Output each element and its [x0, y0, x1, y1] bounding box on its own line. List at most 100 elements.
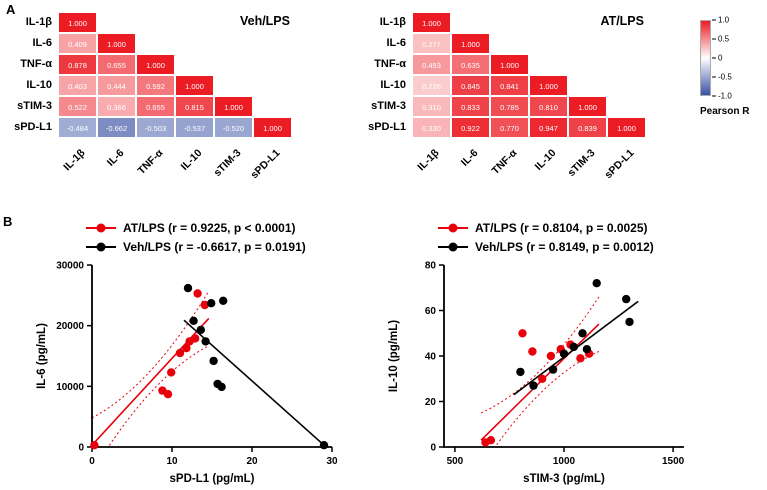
data-point: [622, 294, 631, 304]
data-point: [182, 343, 191, 353]
heatmap-cell: 1.000: [529, 75, 568, 96]
x-axis-label: sTIM-3 (pg/mL): [523, 473, 605, 485]
heatmap-column-label: sTIM-3: [565, 147, 598, 180]
x-tick-label: 10: [166, 456, 178, 467]
heatmap-cell: 1.000: [607, 117, 646, 138]
heatmap-column-label: sPD-L1: [602, 147, 637, 182]
heatmap-veh-lps: Veh/LPS IL-1β 1.000 IL-6 0.409 1.000 TNF-α 0.87…: [12, 12, 312, 190]
heatmap-cell: 1.000: [568, 96, 607, 117]
confidence-band: [92, 290, 210, 419]
heatmap-cell: 0.330: [412, 117, 451, 138]
heatmap-row: sPD-L1 0.330 0.922 0.770 0.947 0.839 1.000: [366, 117, 666, 138]
heatmap-cell: 0.845: [451, 75, 490, 96]
heatmap-row-label: IL-10: [26, 79, 52, 91]
data-point: [196, 325, 205, 335]
y-tick-label: 10000: [56, 382, 84, 393]
y-tick-label: 80: [425, 261, 437, 272]
y-tick-label: 0: [430, 443, 436, 454]
legend-marker-icon: [438, 242, 468, 253]
heatmap-row-label: sPD-L1: [368, 121, 406, 133]
heatmap-cell: 0.922: [451, 117, 490, 138]
heatmap-row: TNF-α 0.453 0.635 1.000: [366, 54, 666, 75]
data-point: [569, 342, 578, 352]
data-point: [546, 351, 556, 361]
data-point: [207, 299, 216, 308]
heatmap-cell: 0.655: [136, 96, 175, 117]
y-tick-label: 0: [78, 443, 84, 454]
heatmap-row-label: IL-1β: [25, 16, 52, 28]
data-point: [319, 441, 329, 450]
heatmap-cell: 0.226: [412, 75, 451, 96]
y-tick-label: 60: [425, 306, 437, 317]
heatmap-column-label: IL-6: [459, 147, 481, 169]
data-point: [191, 334, 200, 343]
heatmap-cell: 0.833: [451, 96, 490, 117]
heatmap-title: AT/LPS: [600, 14, 644, 28]
heatmap-cell: 0.810: [529, 96, 568, 117]
data-point: [193, 289, 202, 298]
data-point: [576, 354, 585, 363]
y-axis-label: IL-6 (pg/mL): [36, 323, 48, 389]
heatmap-at-lps: AT/LPS IL-1β 1.000 IL-6 0.277 1.000 TNF-α 0.453…: [366, 12, 666, 190]
heatmap-cell: 0.444: [97, 75, 136, 96]
heatmap-cell: 1.000: [490, 54, 529, 75]
heatmap-column-label: IL-6: [105, 147, 127, 169]
heatmap-cell: -0.537: [175, 117, 214, 138]
data-point: [167, 368, 176, 377]
heatmap-column-labels: IL-1β IL-6 TNF-α IL-10 sTIM-3 sPD-L1: [12, 138, 312, 190]
colorbar-label: Pearson R: [700, 106, 750, 117]
panel-b-label: B: [3, 214, 13, 229]
heatmap-column-label: sPD-L1: [248, 147, 283, 182]
heatmap-row-label: TNF-α: [374, 58, 406, 70]
heatmap-column-label: TNF-α: [489, 147, 520, 177]
legend-entry: AT/LPS (r = 0.8104, p = 0.0025): [438, 220, 722, 236]
data-point: [538, 374, 547, 383]
data-point: [201, 337, 210, 346]
legend-label: Veh/LPS (r = 0.8149, p = 0.0012): [475, 240, 654, 254]
legend: AT/LPS (r = 0.8104, p = 0.0025) Veh/LPS (…: [438, 220, 722, 255]
heatmap-cell: 0.770: [490, 117, 529, 138]
heatmap-cell: -0.484: [58, 117, 97, 138]
heatmap-column-label: TNF-α: [135, 147, 166, 177]
heatmap-row-label: IL-6: [32, 37, 52, 49]
panel-a-label: A: [6, 2, 16, 17]
heatmap-cell: 0.878: [58, 54, 97, 75]
x-axis-label: sPD-L1 (pg/mL): [170, 473, 255, 485]
data-point: [516, 367, 525, 377]
legend-marker-icon: [86, 242, 116, 253]
heatmap-cell: 0.592: [136, 75, 175, 96]
heatmap-cell: 0.947: [529, 117, 568, 138]
heatmap-cell: 0.310: [412, 96, 451, 117]
legend-label: AT/LPS (r = 0.9225, p < 0.0001): [123, 221, 296, 235]
legend-label: AT/LPS (r = 0.8104, p = 0.0025): [475, 221, 648, 235]
data-point: [559, 349, 569, 358]
legend: AT/LPS (r = 0.9225, p < 0.0001) Veh/LPS (…: [86, 220, 370, 255]
heatmap-row-label: sTIM-3: [17, 100, 52, 112]
heatmap-cell: 0.815: [175, 96, 214, 117]
x-tick-label: 1500: [662, 456, 685, 467]
legend-entry: Veh/LPS (r = -0.6617, p = 0.0191): [86, 239, 370, 255]
heatmap-cell: 1.000: [97, 33, 136, 54]
y-tick-label: 20000: [56, 321, 84, 332]
heatmap-column-labels: IL-1β IL-6 TNF-α IL-10 sTIM-3 sPD-L1: [366, 138, 666, 190]
data-point: [529, 381, 538, 390]
heatmap-column-label: IL-1β: [61, 147, 88, 174]
colorbar-tick-label: 0.5: [712, 35, 729, 44]
heatmap-cell: 1.000: [214, 96, 253, 117]
colorbar-tick-label: 1.0: [712, 16, 729, 25]
heatmap-cell: -0.503: [136, 117, 175, 138]
heatmap-row: IL-1β 1.000: [366, 12, 666, 33]
heatmap-row: sTIM-3 0.310 0.833 0.785 0.810 1.000: [366, 96, 666, 117]
heatmap-cell: 0.785: [490, 96, 529, 117]
x-tick-label: 1000: [553, 456, 576, 467]
legend-marker-icon: [438, 223, 468, 234]
heatmap-row: IL-10 0.403 0.444 0.592 1.000: [12, 75, 312, 96]
data-point: [175, 348, 185, 358]
heatmap-cell: 1.000: [175, 75, 214, 96]
y-axis-label: IL-10 (pg/mL): [388, 320, 400, 392]
heatmap-row: IL-6 0.409 1.000: [12, 33, 312, 54]
data-point: [582, 345, 592, 354]
heatmap-row: IL-1β 1.000: [12, 12, 312, 33]
heatmap-cell: 0.655: [97, 54, 136, 75]
